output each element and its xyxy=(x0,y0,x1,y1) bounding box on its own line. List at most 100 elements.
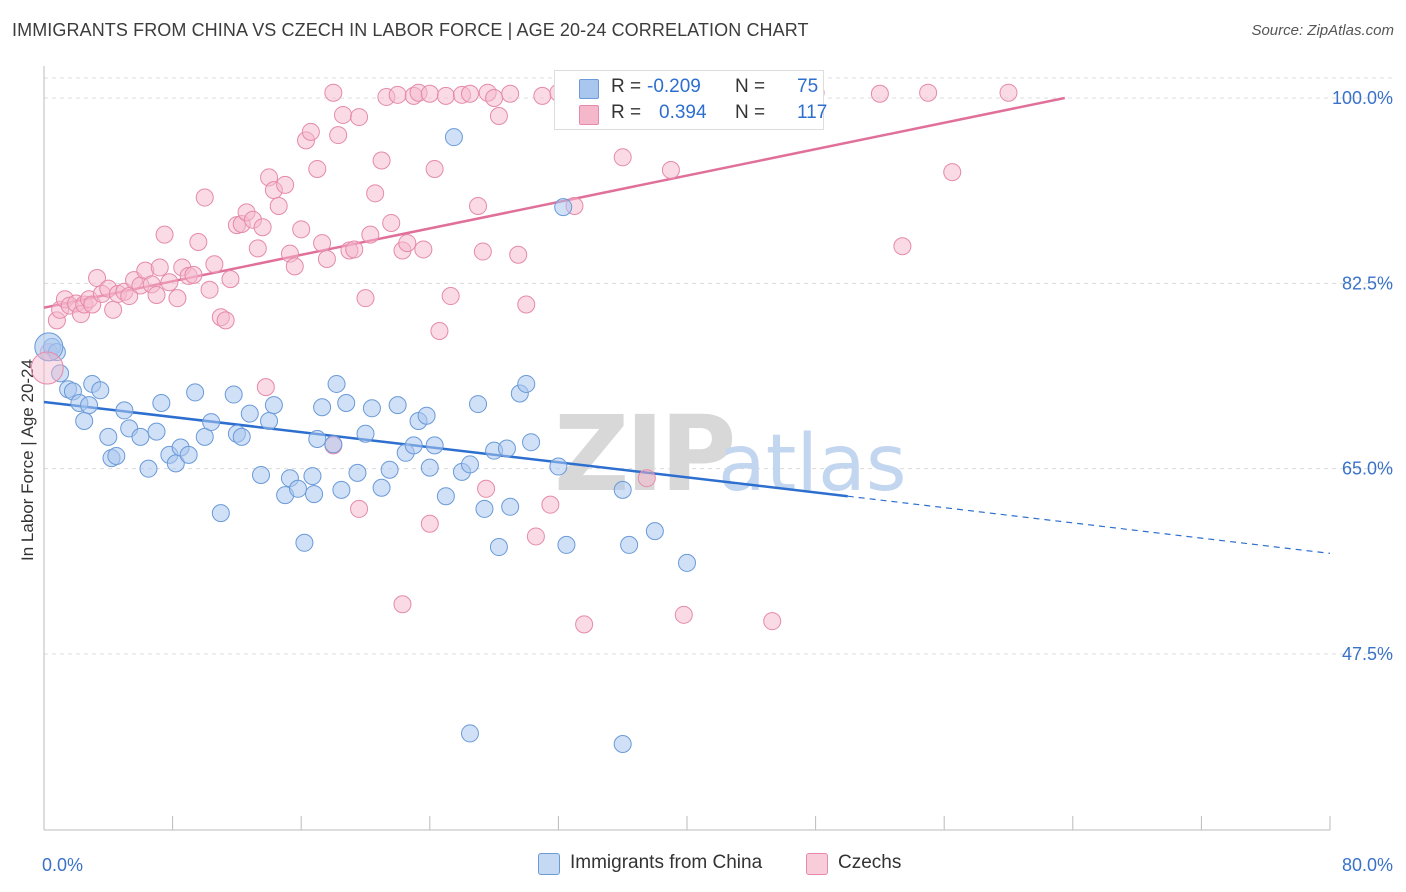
china-point xyxy=(517,374,536,393)
china-point xyxy=(195,427,214,446)
czechs-point xyxy=(661,161,680,180)
china-point xyxy=(252,466,271,485)
legend-n-value: 75 xyxy=(797,76,819,97)
china-point xyxy=(308,430,327,449)
czechs-point xyxy=(509,245,528,264)
legend-r-label: R = xyxy=(611,76,642,97)
czechs-point xyxy=(469,197,488,216)
source-label: Source: ZipAtlas.com xyxy=(1251,22,1394,39)
y-tick-label: 82.5% xyxy=(1342,273,1393,293)
czechs-point xyxy=(526,527,545,546)
data-points xyxy=(30,83,1018,754)
watermark-atlas: atlas xyxy=(718,419,907,509)
czechs-point xyxy=(919,83,938,102)
czechs-point xyxy=(763,612,782,631)
china-point xyxy=(288,479,307,498)
czechs-point xyxy=(160,273,179,292)
china-point xyxy=(460,455,479,474)
czechs-point xyxy=(420,514,439,533)
czechs-point xyxy=(292,220,311,239)
czechs-point xyxy=(436,86,455,105)
china-point xyxy=(332,480,351,499)
czechs-point xyxy=(350,499,369,518)
czechs-point xyxy=(333,105,352,124)
series-label-china: Immigrants from China xyxy=(570,852,763,873)
china-point xyxy=(240,404,259,423)
czechs-point xyxy=(533,86,552,105)
china-point xyxy=(362,399,381,418)
china-point xyxy=(444,128,463,147)
czechs-point xyxy=(221,270,240,289)
czechs-point xyxy=(269,197,288,216)
czechs-point xyxy=(398,234,417,253)
series-label-czechs: Czechs xyxy=(838,852,902,873)
china-point xyxy=(91,381,110,400)
czechs-point xyxy=(324,83,343,102)
czechs-point xyxy=(150,258,169,277)
china-point xyxy=(139,459,158,478)
china-point xyxy=(51,364,70,383)
china-point xyxy=(436,487,455,506)
czechs-point xyxy=(361,225,380,244)
czechs-point xyxy=(104,300,123,319)
china-point xyxy=(115,401,134,420)
legend-n-label: N = xyxy=(735,76,766,97)
x-tick-label-min: 0.0% xyxy=(42,855,83,875)
czechs-point xyxy=(189,233,208,252)
legend-n-label: N = xyxy=(735,102,766,123)
czechs-point xyxy=(473,242,492,261)
china-point xyxy=(303,467,322,486)
china-point xyxy=(131,427,150,446)
czechs-point xyxy=(460,84,479,103)
china-point xyxy=(557,535,576,554)
axes xyxy=(43,66,1331,831)
china-trend-extension xyxy=(847,495,1331,554)
czechs-point xyxy=(276,175,295,194)
czechs-point xyxy=(372,151,391,170)
czechs-point xyxy=(168,289,187,308)
grid-lines xyxy=(44,77,1394,655)
czechs-point xyxy=(256,378,275,397)
china-point xyxy=(460,724,479,743)
china-point xyxy=(388,396,407,415)
china-point xyxy=(678,553,696,572)
czechs-point xyxy=(541,495,560,514)
czechs-point xyxy=(200,280,219,299)
czechs-point xyxy=(477,479,496,498)
china-point xyxy=(75,412,94,431)
czechs-point xyxy=(155,225,174,244)
x-tick-label-max: 80.0% xyxy=(1342,855,1393,875)
chart-title: IMMIGRANTS FROM CHINA VS CZECH IN LABOR … xyxy=(12,20,809,40)
czechs-point xyxy=(345,240,364,259)
china-point xyxy=(260,412,279,431)
legend-n-value: 117 xyxy=(797,102,828,123)
czechs-point xyxy=(350,108,369,127)
czechs-point xyxy=(441,287,460,306)
series-swatch-czechs xyxy=(806,853,828,875)
czechs-point xyxy=(489,107,508,126)
czechs-point xyxy=(313,234,332,253)
china-point xyxy=(356,424,375,443)
czechs-point xyxy=(999,83,1018,102)
china-point xyxy=(549,457,568,476)
czechs-point xyxy=(317,249,336,268)
china-point xyxy=(404,436,423,455)
czechs-point xyxy=(575,615,594,634)
czechs-point xyxy=(329,126,348,145)
czechs-point xyxy=(30,351,64,385)
china-point xyxy=(420,458,439,477)
czechs-point xyxy=(195,188,214,207)
czechs-point xyxy=(248,239,267,258)
y-tick-label: 100.0% xyxy=(1332,88,1393,108)
legend-swatch-czechs xyxy=(579,105,599,125)
czechs-point xyxy=(870,84,889,103)
correlation-legend: R = -0.209 N = 75 R = 0.394 N = 117 xyxy=(554,70,828,130)
czechs-point xyxy=(184,265,203,284)
czechs-point xyxy=(216,311,235,330)
czechs-point xyxy=(285,257,304,276)
china-point xyxy=(372,478,391,497)
czechs-point xyxy=(308,159,327,178)
watermark: ZIP atlas xyxy=(554,393,907,515)
china-trend-line xyxy=(43,400,848,498)
czechs-point xyxy=(301,122,320,141)
